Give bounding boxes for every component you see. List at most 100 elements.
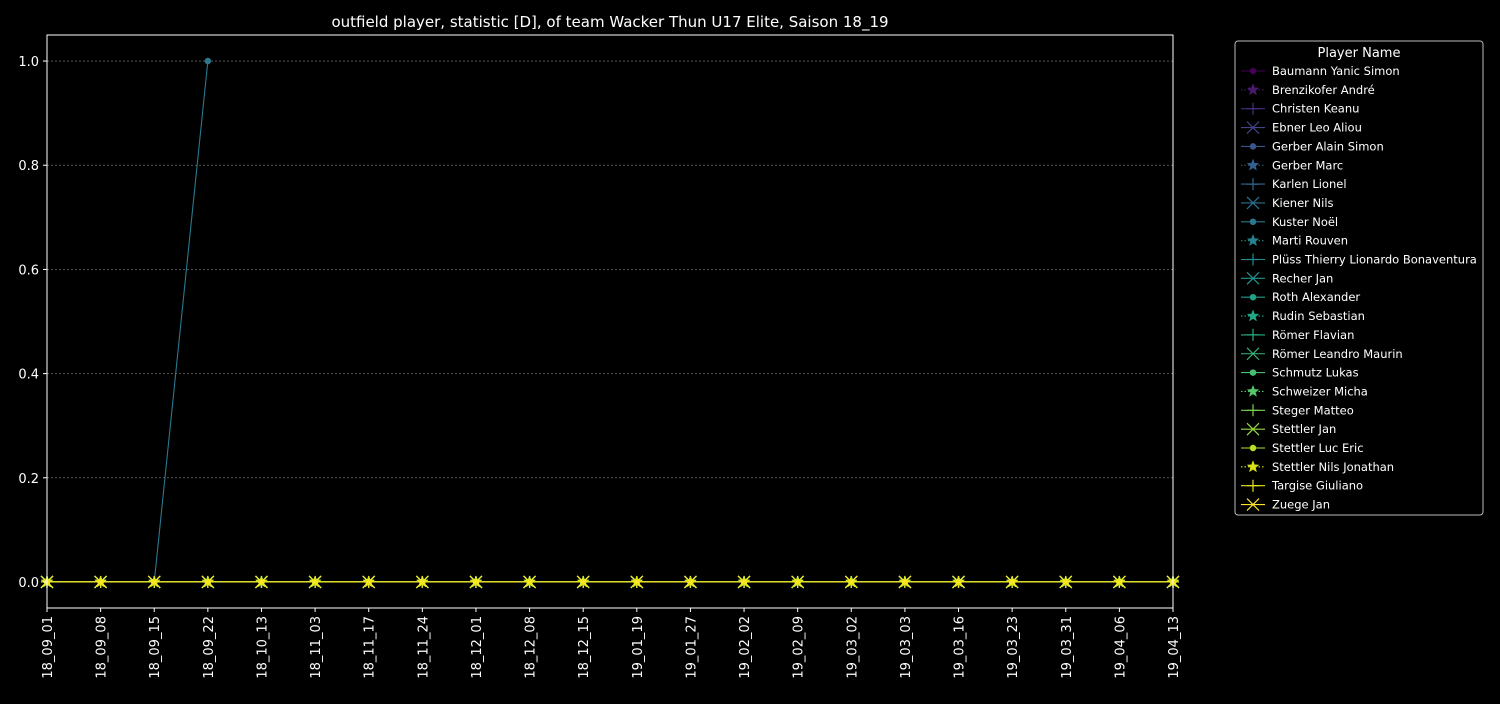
- data-point: [523, 575, 536, 589]
- legend-item: Baumann Yanic Simon: [1241, 64, 1400, 78]
- legend-label: Römer Flavian: [1272, 328, 1354, 342]
- y-tick-label: 0.6: [18, 263, 39, 278]
- series-layer: [40, 57, 1180, 589]
- data-point: [201, 575, 215, 589]
- data-point: [576, 575, 590, 589]
- legend-item: Targise Giuliano: [1241, 479, 1363, 493]
- legend-item: Schmutz Lukas: [1241, 366, 1359, 380]
- data-point: [1246, 196, 1260, 210]
- series-line: [47, 60, 209, 583]
- legend-label: Stettler Luc Eric: [1272, 441, 1364, 455]
- legend-item: Plüss Thierry Lionardo Bonaventura: [1241, 253, 1477, 267]
- x-tick-label: 18_09_08: [95, 616, 110, 679]
- data-point: [94, 575, 108, 589]
- legend-title: Player Name: [1318, 46, 1401, 61]
- legend-label: Rudin Sebastian: [1272, 309, 1365, 323]
- data-point: [1246, 384, 1260, 397]
- data-point: [362, 575, 376, 589]
- data-point: [204, 57, 212, 65]
- data-point: [1249, 143, 1257, 150]
- data-point: [1246, 233, 1260, 247]
- chart-title: outfield player, statistic [D], of team …: [331, 13, 888, 32]
- legend-item: Stettler Luc Eric: [1241, 441, 1364, 455]
- data-point: [791, 575, 805, 589]
- x-tick-label: 18_11_17: [363, 616, 378, 679]
- legend-label: Brenzikofer André: [1272, 83, 1375, 97]
- x-tick-label: 19_03_23: [1006, 616, 1021, 679]
- data-point: [1249, 218, 1257, 226]
- x-tick-label: 19_02_09: [792, 616, 807, 679]
- data-point: [1246, 347, 1260, 361]
- y-tick-label: 0.8: [18, 159, 39, 174]
- plot-frame: [46, 34, 1174, 609]
- data-point: [1247, 328, 1259, 341]
- data-point: [1246, 422, 1260, 436]
- legend-label: Plüss Thierry Lionardo Bonaventura: [1272, 253, 1477, 267]
- data-point: [415, 575, 429, 589]
- legend-item: Roth Alexander: [1241, 290, 1360, 304]
- legend-label: Römer Leandro Maurin: [1272, 347, 1403, 361]
- legend-label: Marti Rouven: [1272, 234, 1348, 248]
- x-tick-label: 19_03_02: [845, 616, 860, 679]
- legend-item: Kiener Nils: [1241, 196, 1334, 210]
- legend: Player Name Baumann Yanic Simon Brenzikof…: [1234, 40, 1484, 516]
- legend-item: Christen Keanu: [1241, 102, 1359, 116]
- legend-label: Christen Keanu: [1272, 102, 1359, 116]
- legend-label: Ebner Leo Aliou: [1272, 121, 1362, 135]
- data-point: [147, 575, 161, 589]
- x-tick-label: 19_04_06: [1113, 616, 1128, 679]
- legend-label: Roth Alexander: [1272, 290, 1360, 304]
- data-point: [1246, 121, 1260, 134]
- legend-item: Steger Matteo: [1241, 403, 1354, 417]
- data-point: [1249, 67, 1257, 75]
- data-point: [630, 575, 644, 589]
- legend-label: Steger Matteo: [1272, 403, 1354, 417]
- data-point: [737, 575, 751, 589]
- legend-item: Ebner Leo Aliou: [1241, 121, 1362, 135]
- data-point: [1246, 158, 1260, 171]
- legend-item: Stettler Nils Jonathan: [1241, 460, 1394, 474]
- x-tick-label: 18_09_15: [148, 616, 163, 679]
- data-point: [1249, 444, 1257, 452]
- legend-item: Gerber Marc: [1241, 158, 1343, 172]
- y-tick-label: 0.0: [18, 576, 39, 591]
- legend-label: Gerber Marc: [1272, 158, 1343, 172]
- y-tick-label: 1.0: [18, 55, 39, 70]
- series-kuster-no-l: [43, 57, 212, 586]
- axis-layer: 0.0 0.2 0.4 0.6 0.8 1.0 18_09_01 18_09_08 18_09_…: [18, 55, 1182, 679]
- data-point: [1249, 369, 1257, 376]
- data-point: [1247, 102, 1259, 115]
- x-tick-label: 19_01_27: [684, 616, 699, 679]
- data-point: [469, 575, 483, 589]
- legend-item: Rudin Sebastian: [1241, 309, 1365, 323]
- y-tick-label: 0.4: [18, 368, 39, 383]
- data-point: [1247, 404, 1259, 417]
- legend-label: Baumann Yanic Simon: [1272, 64, 1400, 78]
- legend-item: Zuege Jan: [1241, 498, 1330, 512]
- legend-label: Targise Giuliano: [1271, 479, 1363, 493]
- legend-label: Stettler Jan: [1272, 422, 1336, 436]
- legend-item: Kuster Noël: [1241, 215, 1338, 229]
- data-point: [1247, 479, 1259, 492]
- x-tick-label: 18_09_01: [41, 616, 56, 679]
- x-tick-label: 19_03_31: [1060, 616, 1075, 679]
- data-point: [1246, 309, 1260, 322]
- legend-items: Baumann Yanic Simon Brenzikofer André Chri…: [1241, 64, 1477, 512]
- legend-label: Schmutz Lukas: [1272, 366, 1359, 380]
- legend-item: Karlen Lionel: [1241, 177, 1347, 191]
- data-point: [898, 575, 912, 589]
- data-point: [1247, 253, 1259, 266]
- x-tick-label: 19_03_03: [899, 616, 914, 679]
- legend-label: Recher Jan: [1272, 271, 1333, 285]
- data-point: [1246, 498, 1260, 511]
- x-tick-label: 18_12_01: [470, 616, 485, 679]
- data-point: [1249, 293, 1257, 301]
- legend-item: Gerber Alain Simon: [1241, 139, 1384, 153]
- grid-layer: [47, 60, 1173, 583]
- data-point: [844, 575, 858, 589]
- data-point: [1246, 83, 1260, 96]
- legend-label: Schweizer Micha: [1272, 384, 1368, 398]
- legend-label: Kiener Nils: [1272, 196, 1334, 210]
- legend-label: Zuege Jan: [1272, 498, 1330, 512]
